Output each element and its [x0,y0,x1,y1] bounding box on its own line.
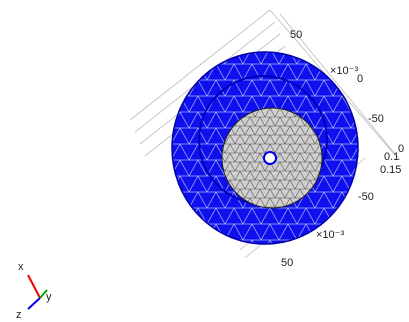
triad-label: x [18,261,24,273]
axis-label: -50 [358,191,374,203]
axis-label: 0.1 [384,151,399,163]
axis-label: 50 [290,29,302,41]
axis-label: 0 [357,73,363,85]
axis-label: -50 [368,113,384,125]
axis-label: ×10⁻³ [316,229,344,241]
graphics-window: 50 ×10⁻³ 0 -50 0.1 0.15 0 -50 ×10⁻³ 50 x… [0,0,409,322]
axis-triad: x y z [16,261,52,321]
axis-label: 50 [281,257,293,269]
triad-label: z [16,309,22,321]
axis-label: ×10⁻³ [330,65,358,77]
triad-label: y [46,291,52,303]
axis-label: 0.15 [380,164,401,176]
axis-label: 0 [398,143,404,155]
mesh-geometry [172,52,358,244]
